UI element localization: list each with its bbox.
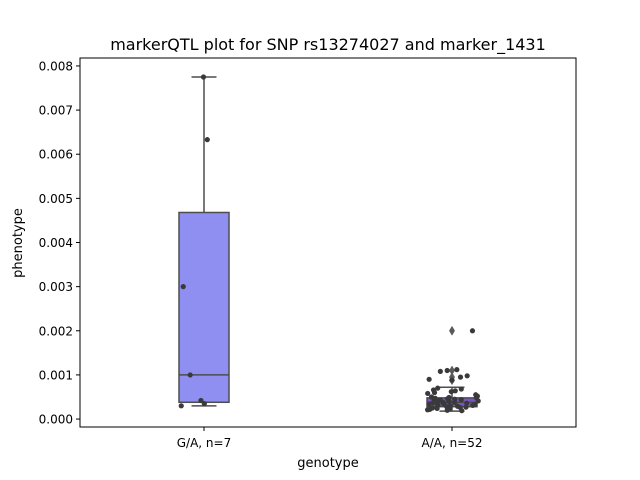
data-point [204, 137, 210, 143]
y-tick-label: 0.003 [39, 280, 73, 294]
outlier-marker [449, 325, 455, 336]
data-point [200, 74, 207, 80]
data-point [464, 373, 470, 379]
y-tick-label: 0.002 [39, 324, 73, 338]
data-point [469, 328, 476, 334]
data-point [458, 386, 464, 392]
x-axis: G/A, n=7 A/A, n=52 [177, 427, 483, 450]
data-point [463, 404, 469, 410]
data-point [425, 390, 431, 397]
data-point [448, 389, 454, 395]
y-axis-label: phenotype [11, 208, 26, 278]
data-points [178, 74, 481, 414]
data-point [431, 389, 438, 396]
data-point [459, 408, 465, 414]
data-point [187, 372, 193, 378]
y-tick-label: 0.001 [39, 368, 73, 382]
plot-frame [79, 57, 577, 428]
y-tick-label: 0.006 [39, 148, 73, 162]
data-point [452, 388, 458, 394]
data-point [470, 402, 476, 408]
chart-title: markerQTL plot for SNP rs13274027 and ma… [110, 35, 546, 55]
box [178, 211, 230, 404]
y-tick-label: 0.004 [39, 236, 73, 250]
data-point [180, 284, 186, 290]
y-axis: 0.000 0.001 0.002 0.003 0.004 0.005 0.006 0.007… [39, 59, 80, 427]
data-point [444, 407, 450, 413]
data-point [458, 397, 464, 403]
y-tick-label: 0.005 [39, 192, 73, 206]
data-point [454, 367, 460, 373]
data-point [475, 398, 481, 404]
y-tick-label: 0.008 [39, 59, 73, 73]
data-point [434, 405, 440, 412]
x-tick-label: A/A, n=52 [421, 436, 482, 450]
data-point [178, 403, 184, 409]
data-point [446, 398, 452, 404]
x-axis-label: genotype [297, 456, 358, 471]
data-point [444, 367, 450, 374]
data-point [457, 374, 464, 380]
data-point [437, 368, 443, 374]
plot-area [80, 58, 576, 427]
data-point [426, 376, 432, 382]
data-point [426, 401, 432, 407]
data-point [424, 407, 431, 413]
data-point [449, 377, 455, 383]
data-point [201, 401, 207, 407]
x-tick-label: G/A, n=7 [177, 436, 231, 450]
data-point [451, 399, 458, 405]
data-point [435, 385, 441, 391]
data-point [430, 400, 436, 406]
y-tick-label: 0.007 [39, 104, 73, 118]
data-point [198, 397, 204, 404]
y-tick-label: 0.000 [39, 413, 73, 427]
data-point [464, 400, 470, 406]
